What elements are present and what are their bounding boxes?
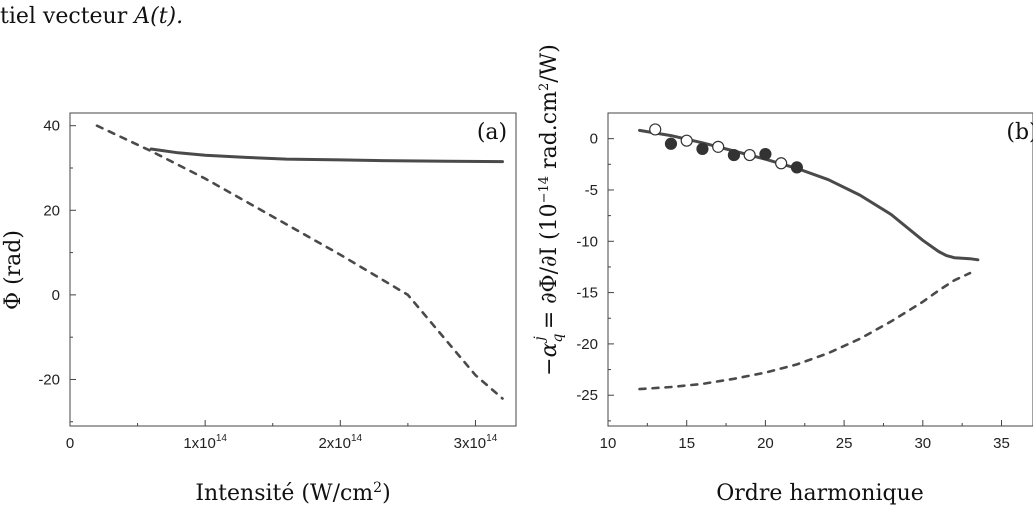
panel-a-y-tick-label: -20: [38, 371, 60, 388]
panel-b-x-tick-label: 35: [993, 435, 1010, 452]
panel-b-ticks: 10 15 20 25 30 35 0 -5 -10 -15 -20 -25: [576, 131, 1010, 452]
panel-b-y-tick-label: -15: [576, 285, 598, 302]
panel-b-label: (b): [1006, 120, 1033, 145]
panel-a-series-dashed-line: [95, 124, 504, 400]
panel-b-y-tick-label: -20: [576, 336, 598, 353]
panel-a-series: [95, 124, 504, 400]
text-fragment: tiel vecteur A(t).: [0, 4, 183, 29]
panel-b-y-tick-label: 0: [590, 131, 598, 148]
panel-a-y-tick-label: 20: [43, 202, 60, 219]
panel-b-open-marker: [743, 148, 756, 162]
panel-b-open-marker: [649, 123, 662, 136]
panel-a-y-tick-label: 40: [43, 118, 60, 135]
panel-b-y-tick-label: -5: [585, 182, 598, 199]
panel-b-x-axis-title: Ordre harmonique: [716, 481, 924, 506]
panel-b-filled-marker: [696, 142, 709, 156]
panel-a-y-axis-title: Φ (rad): [1, 230, 26, 310]
panel-b-y-tick-label: -10: [576, 233, 598, 250]
panel-b-open-marker: [712, 140, 725, 153]
panel-a-ticks: 0 1x1014 2x1014 3x1014 40 20 0 -20: [38, 118, 497, 452]
panel-a-frame: [69, 112, 517, 427]
panel-b-filled-marker: [664, 137, 678, 150]
panel-a-x-axis-title: Intensité (W/cm2): [195, 480, 390, 506]
panel-b-frame: [607, 112, 1033, 427]
panel-a-series-solid-line: [149, 147, 504, 164]
panel-b-open-marker: [680, 134, 693, 147]
panel-b-filled-marker: [727, 148, 741, 162]
panel-a-x-tick-label: 2x1014: [318, 433, 362, 452]
panel-b-series-dashed-line: [638, 271, 972, 391]
panel-b-x-tick-label: 25: [836, 435, 853, 452]
panel-a-label: (a): [477, 120, 507, 145]
panel-b-filled-marker: [759, 147, 772, 161]
panel-b-open-marker: [775, 157, 788, 170]
panel-b-y-tick-label: -25: [576, 387, 598, 404]
panel-a-x-tick-label: 0: [66, 435, 74, 452]
panel-a: 0 1x1014 2x1014 3x1014 40 20 0 -20 (a) Intensit…: [1, 112, 517, 506]
panel-b-filled-marker: [790, 161, 803, 174]
panel-b-x-tick-label: 20: [757, 435, 774, 452]
panel-b-series-solid-line: [638, 128, 980, 262]
panel-b-y-axis-title: −αqj = ∂Φ/∂I (10−14 rad.cm2/W): [532, 44, 566, 376]
text-prefix: tiel vecteur: [0, 4, 135, 29]
panel-b-series: [638, 123, 980, 391]
panel-a-y-tick-label: 0: [52, 287, 60, 304]
panel-a-x-tick-label: 1x1014: [183, 433, 227, 452]
panel-b: 10 15 20 25 30 35 0 -5 -10 -15 -20 -25 (b) Ordre ha…: [532, 44, 1033, 506]
panel-a-x-tick-label: 3x1014: [454, 433, 498, 452]
panel-b-x-tick-label: 30: [914, 435, 931, 452]
panel-b-x-tick-label: 15: [678, 435, 695, 452]
panel-b-x-tick-label: 10: [600, 435, 617, 452]
text-math: A(t).: [134, 4, 184, 29]
